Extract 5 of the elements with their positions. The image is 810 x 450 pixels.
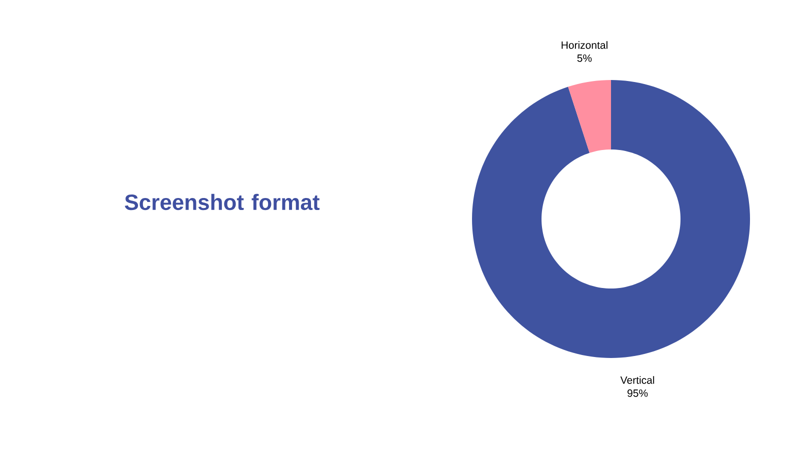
data-label: 95% — [628, 389, 648, 397]
text: Screenshot format — [124, 194, 320, 210]
data-label: 5% — [577, 54, 592, 62]
slice-label: Horizontal — [562, 41, 608, 49]
slice-label: Vertical — [620, 376, 654, 384]
